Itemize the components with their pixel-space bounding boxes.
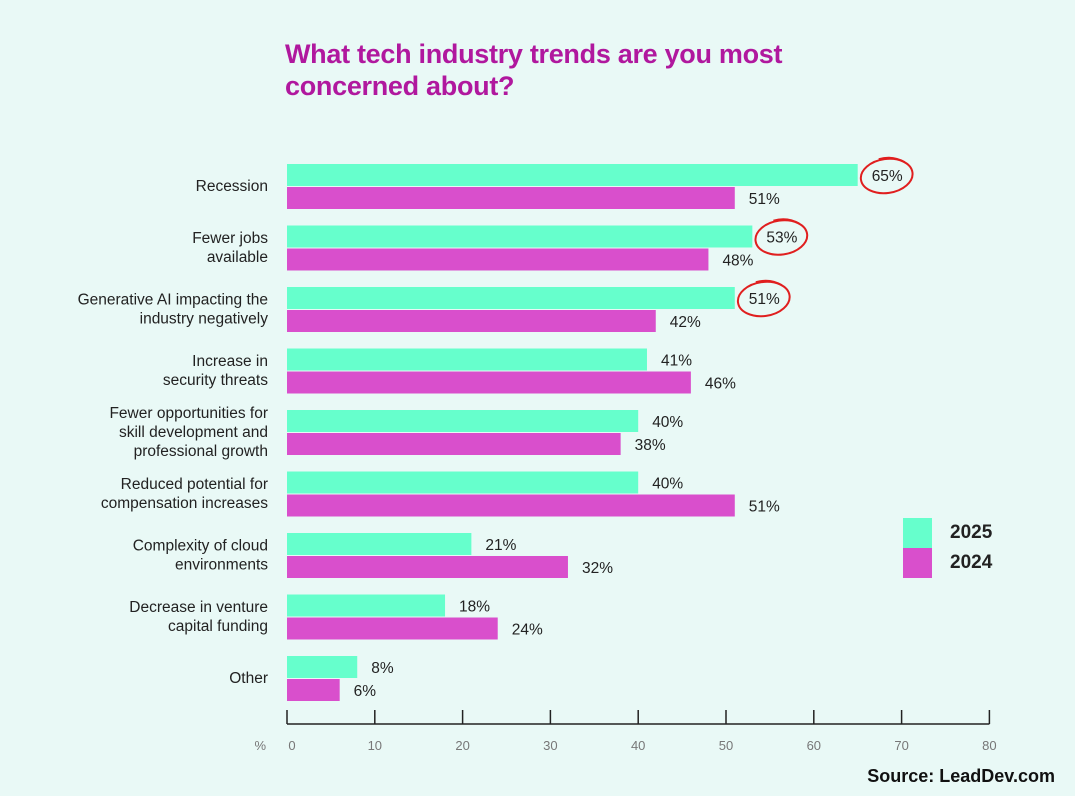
x-tick-label: 40 xyxy=(631,738,645,753)
bar-2024 xyxy=(287,433,621,455)
data-label-2024: 24% xyxy=(512,622,543,639)
category-label: Other xyxy=(229,670,268,687)
data-label-2024: 48% xyxy=(722,253,753,270)
legend-item-2024: 2024 xyxy=(903,548,992,578)
data-label-2025: 41% xyxy=(661,353,692,370)
category-label: Fewer opportunities for skill development… xyxy=(109,405,268,460)
data-label-2025: 65% xyxy=(872,168,903,185)
bar-2024 xyxy=(287,187,735,209)
x-tick-label: 10 xyxy=(368,738,382,753)
data-label-2024: 38% xyxy=(635,437,666,454)
data-label-2025: 21% xyxy=(485,537,516,554)
bar-2024 xyxy=(287,679,340,701)
bar-2025 xyxy=(287,164,858,186)
highlight-circle-stroke xyxy=(773,218,800,225)
data-label-2025: 51% xyxy=(749,291,780,308)
bar-2025 xyxy=(287,471,639,494)
bar-2025 xyxy=(287,348,647,371)
data-label-2025: 18% xyxy=(459,599,490,616)
bar-2024 xyxy=(287,617,498,640)
data-label-2025: 53% xyxy=(766,230,797,247)
bar-2024 xyxy=(287,248,709,271)
bar-2025 xyxy=(287,410,639,432)
bar-2025 xyxy=(287,594,446,617)
legend-label-2024: 2024 xyxy=(950,552,993,573)
category-label: Fewer jobs available xyxy=(192,230,268,266)
highlight-circle-stroke xyxy=(878,156,906,163)
bar-2024 xyxy=(287,310,656,332)
data-label-2024: 42% xyxy=(670,314,701,331)
x-tick-label: 20 xyxy=(455,738,469,753)
data-label-2024: 51% xyxy=(749,499,780,516)
legend-swatch-2024 xyxy=(903,548,932,578)
highlight-circle-stroke xyxy=(755,279,783,286)
highlight-circle xyxy=(859,157,914,195)
chart-title: What tech industry trends are you most c… xyxy=(285,39,783,101)
legend-label-2025: 2025 xyxy=(950,522,993,543)
legend-swatch-2025 xyxy=(903,518,932,548)
bar-2025 xyxy=(287,287,735,309)
source-credit: Source: LeadDev.com xyxy=(867,766,1055,786)
bar-2024 xyxy=(287,494,735,517)
data-label-2024: 46% xyxy=(705,376,736,393)
x-axis-label: % xyxy=(254,738,266,753)
bar-2025 xyxy=(287,225,753,248)
x-tick-label: 80 xyxy=(982,738,996,753)
bar-2025 xyxy=(287,533,472,555)
x-tick-label: 30 xyxy=(543,738,557,753)
data-label-2025: 40% xyxy=(652,476,683,493)
category-label: Reduced potential for compensation increa… xyxy=(101,476,268,512)
highlight-circle xyxy=(754,219,809,256)
highlight-circle xyxy=(736,280,791,318)
category-label: Complexity of cloud environments xyxy=(133,538,269,574)
x-tick-label: 0 xyxy=(288,738,295,753)
bar-2024 xyxy=(287,371,691,394)
bar-2024 xyxy=(287,556,568,578)
data-label-2024: 51% xyxy=(749,191,780,208)
x-tick-label: 70 xyxy=(894,738,908,753)
legend: 2025 2024 xyxy=(903,518,992,578)
legend-item-2025: 2025 xyxy=(903,518,992,548)
data-label-2024: 32% xyxy=(582,560,613,577)
data-label-2025: 8% xyxy=(371,660,394,677)
category-label: Increase in security threats xyxy=(163,353,268,389)
category-label: Generative AI impacting the industry nega… xyxy=(78,292,269,328)
data-label-2024: 6% xyxy=(354,683,377,700)
data-label-2025: 40% xyxy=(652,414,683,431)
category-label: Recession xyxy=(196,178,268,195)
x-tick-label: 50 xyxy=(719,738,733,753)
x-tick-label: 60 xyxy=(807,738,821,753)
bar-2025 xyxy=(287,656,358,678)
category-label: Decrease in venture capital funding xyxy=(129,599,268,635)
